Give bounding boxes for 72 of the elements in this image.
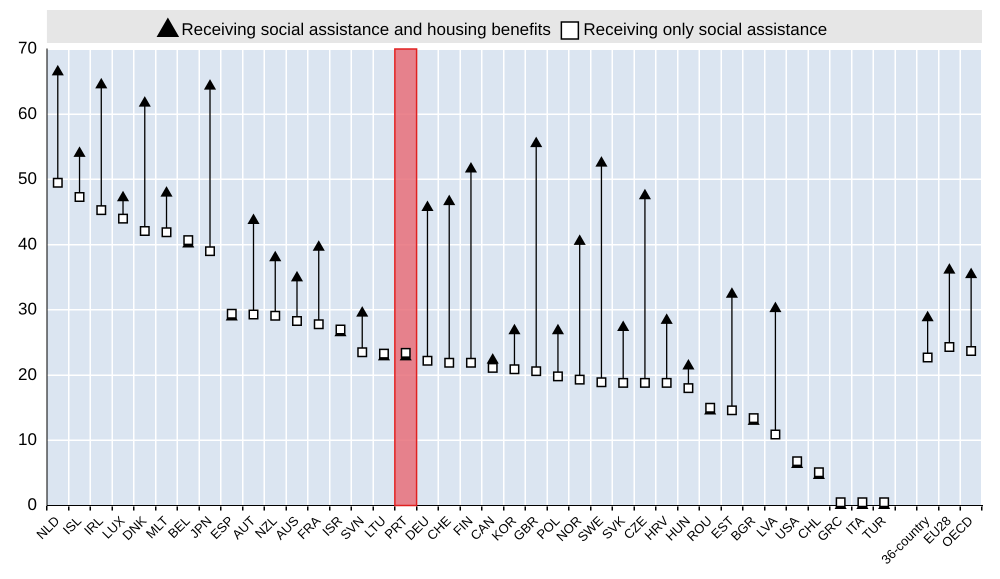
- y-tick-label: 0: [27, 495, 37, 514]
- point: [487, 354, 498, 364]
- point: [922, 311, 934, 322]
- point: [530, 137, 542, 148]
- legend-label: Receiving only social assistance: [583, 20, 828, 40]
- point: [118, 214, 128, 224]
- y-tick-label: 50: [18, 169, 37, 188]
- point: [574, 234, 586, 245]
- point: [291, 271, 303, 282]
- point: [162, 227, 172, 238]
- point: [639, 189, 651, 200]
- point: [965, 268, 977, 278]
- point: [574, 374, 585, 385]
- point: [922, 352, 933, 362]
- y-tick-label: 40: [18, 234, 37, 254]
- point: [160, 186, 172, 197]
- point: [552, 371, 563, 382]
- point: [552, 324, 564, 334]
- point: [770, 429, 780, 440]
- point: [270, 310, 280, 321]
- point: [444, 195, 455, 206]
- point: [509, 364, 520, 374]
- point: [465, 162, 477, 173]
- point: [508, 324, 520, 334]
- point: [357, 347, 368, 358]
- point: [596, 377, 606, 388]
- y-tick-label: 70: [18, 38, 37, 58]
- point: [356, 306, 368, 317]
- y-tick-label: 10: [18, 430, 37, 450]
- point: [770, 302, 782, 312]
- point: [140, 226, 150, 236]
- point: [944, 264, 956, 274]
- point: [682, 359, 694, 370]
- point: [248, 214, 260, 224]
- point: [617, 320, 629, 331]
- point: [314, 319, 324, 330]
- point: [660, 314, 672, 324]
- point: [640, 378, 650, 388]
- point: [618, 378, 628, 388]
- point: [466, 358, 476, 368]
- point: [52, 65, 64, 76]
- point: [96, 78, 107, 88]
- point: [270, 251, 281, 262]
- point: [139, 96, 150, 107]
- point: [683, 383, 694, 394]
- point: [52, 178, 63, 188]
- point: [205, 246, 215, 256]
- point: [422, 356, 432, 366]
- point: [531, 366, 542, 376]
- point: [596, 156, 608, 167]
- y-tick-label: 60: [18, 104, 37, 123]
- point: [488, 362, 498, 373]
- point: [662, 378, 672, 388]
- point: [726, 405, 737, 416]
- point: [944, 342, 954, 352]
- y-tick-label: 30: [18, 300, 37, 319]
- point: [74, 192, 85, 202]
- x-tick-label: ISL: [60, 513, 84, 538]
- point: [726, 288, 738, 298]
- point: [966, 346, 976, 356]
- point: [204, 80, 216, 90]
- point: [422, 200, 434, 211]
- point: [313, 240, 324, 251]
- point: [400, 348, 411, 358]
- point: [74, 146, 86, 157]
- point: [248, 309, 258, 320]
- legend-label: Receiving social assistance and housing benefits: [181, 20, 551, 40]
- point: [96, 205, 106, 216]
- y-tick-label: 20: [18, 364, 37, 384]
- point: [444, 358, 454, 368]
- point: [117, 191, 129, 202]
- point: [292, 316, 302, 326]
